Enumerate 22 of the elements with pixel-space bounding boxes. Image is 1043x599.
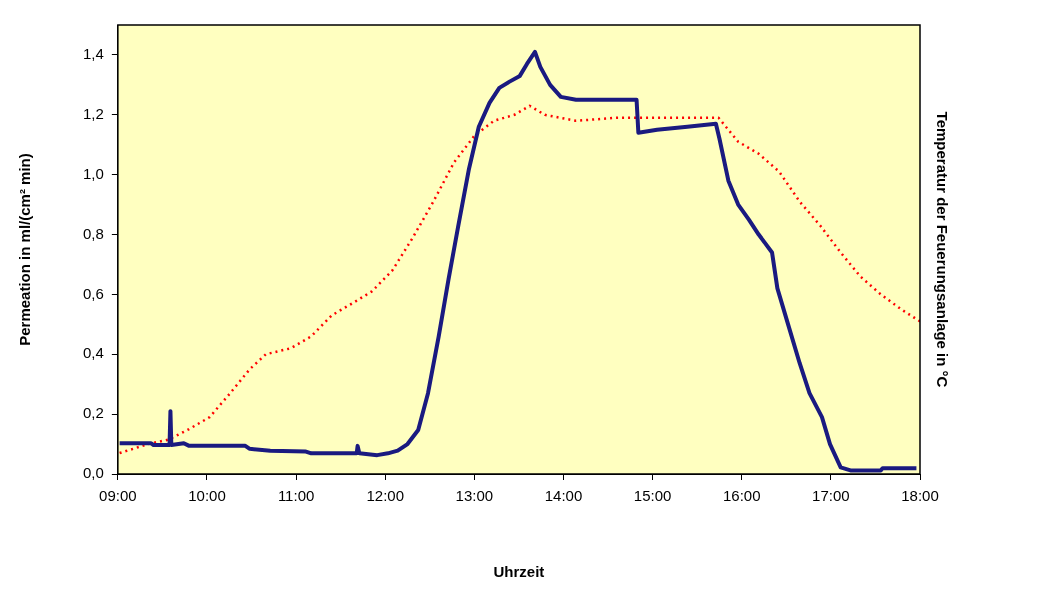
- y-tick-label: 0,4: [82, 344, 104, 362]
- line-series: [118, 104, 920, 455]
- x-tick-label: 13:00: [455, 487, 494, 505]
- x-tick-label: 10:00: [188, 487, 226, 505]
- y-tick-label: 1,2: [82, 104, 104, 122]
- y-tick-label: 1,4: [82, 45, 104, 63]
- y2-axis-title: Temperatur der Feuerungsanlage in °C: [933, 111, 951, 388]
- x-tick-label: 09:00: [99, 487, 137, 505]
- x-tick-label: 15:00: [633, 487, 672, 505]
- y-tick-label: 0,6: [82, 284, 104, 302]
- y-tick-label: 0,0: [82, 464, 104, 482]
- y-tick-label: 1,0: [82, 164, 104, 182]
- y-axis-title: Permeation in ml/(cm² min): [16, 153, 34, 346]
- y-tick-label: 0,8: [82, 224, 104, 242]
- x-tick-label: 14:00: [544, 487, 583, 505]
- x-axis-title: Uhrzeit: [493, 563, 545, 581]
- x-tick-label: 17:00: [812, 487, 850, 505]
- x-tick-label: 16:00: [722, 487, 761, 505]
- x-tick-label: 11:00: [277, 487, 315, 505]
- y-tick-label: 0,2: [82, 404, 104, 422]
- x-tick-label: 18:00: [901, 487, 939, 505]
- x-tick-label: 12:00: [366, 487, 405, 505]
